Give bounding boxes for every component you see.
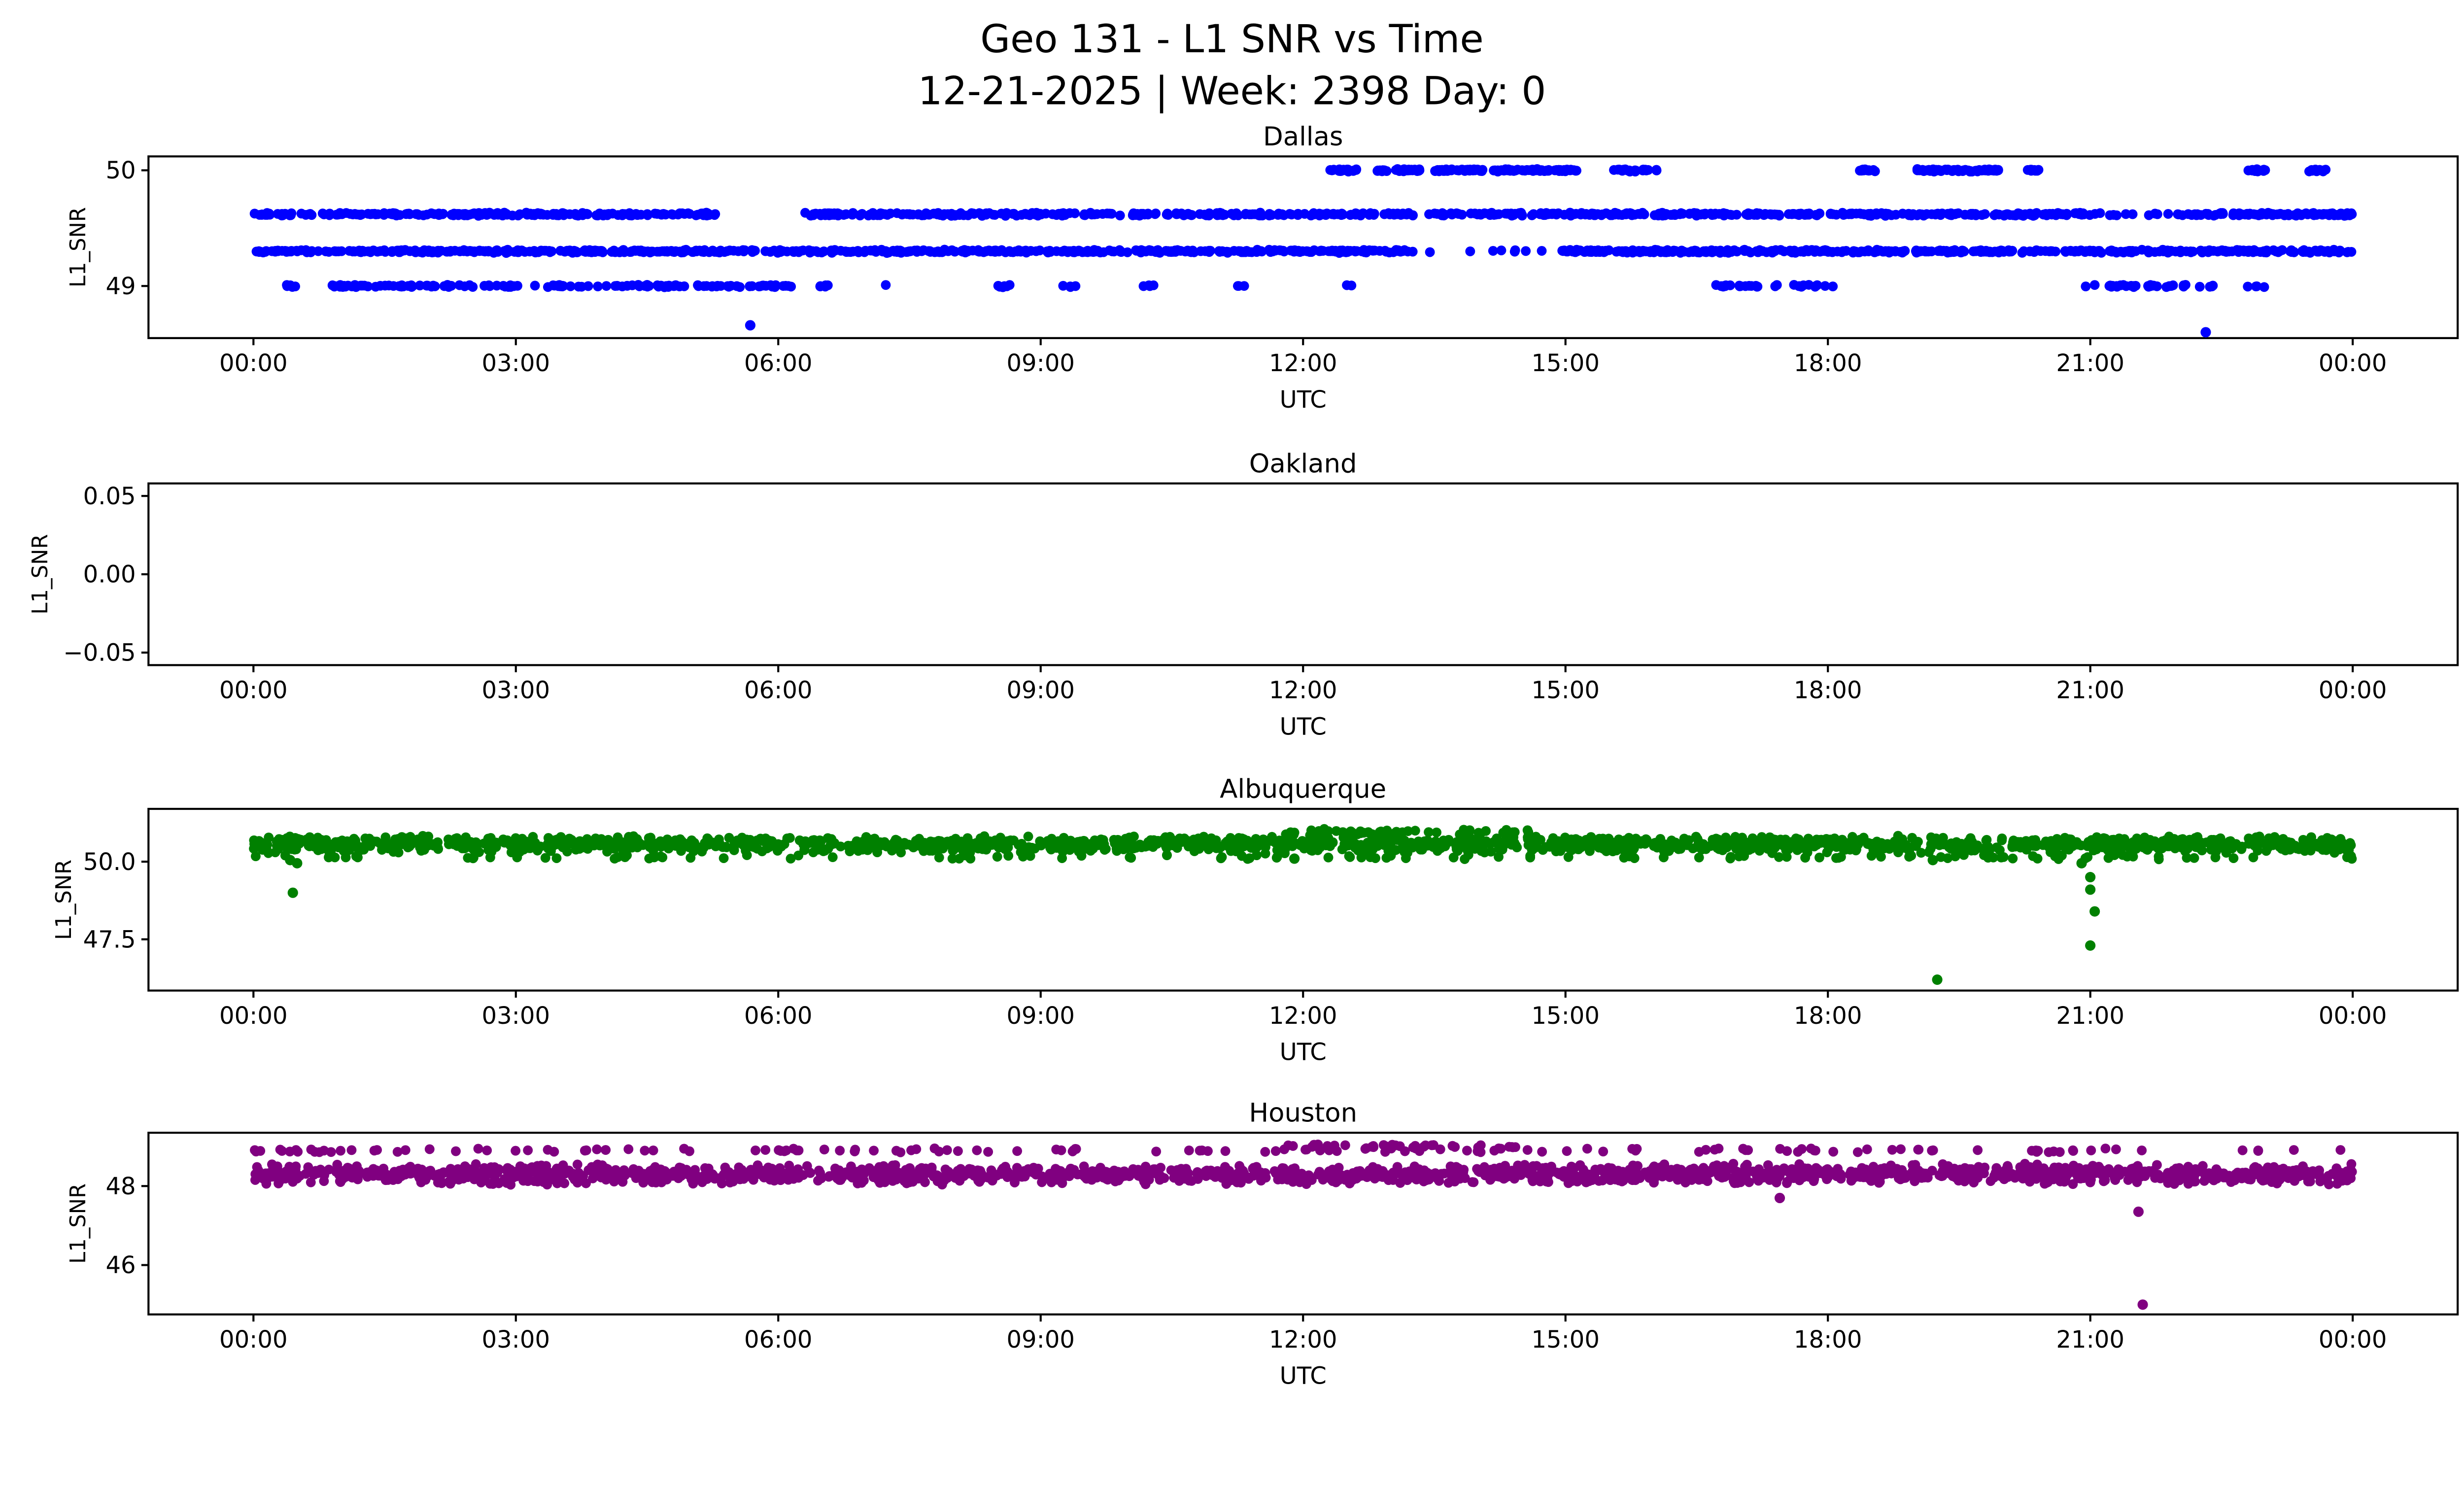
x-tick-label: 00:00: [219, 1326, 288, 1354]
x-tick-label: 00:00: [2319, 1002, 2387, 1030]
x-tick-label: 00:00: [219, 1002, 288, 1030]
y-tick-label: 49: [105, 273, 136, 300]
y-tick-label: 0.05: [83, 483, 136, 510]
x-tick-label: 03:00: [482, 1326, 550, 1354]
y-ticks: 46 48: [105, 1173, 149, 1279]
x-tick-label: 06:00: [744, 677, 813, 704]
chart-canvas: Geo 131 - L1 SNR vs Time 12-21-2025 | We…: [28, 16, 2459, 1390]
x-tick-label: 00:00: [219, 349, 288, 377]
chart-subtitle: 12-21-2025 | Week: 2398 Day: 0: [918, 69, 1546, 114]
x-tick-label: 12:00: [1269, 677, 1337, 704]
y-tick-label: 0.00: [83, 561, 136, 589]
y-tick-label: 47.5: [83, 926, 136, 953]
x-ticks: 00:00 03:00 06:00 09:00 12:00 15:00 18:00 21:00…: [219, 1314, 2387, 1354]
subplot-albuquerque: Albuquerque L1_SNR UTC 00:00 03:00 06:00 09…: [52, 774, 2459, 1066]
scatter-points: [250, 1139, 2357, 1310]
y-ticks: 49 50: [105, 157, 149, 300]
subplot-dallas: Dallas L1_SNR UTC 00:00 03:00 06:00 09:00 12…: [66, 122, 2459, 414]
x-tick-label: 03:00: [482, 677, 550, 704]
x-tick-label: 06:00: [744, 349, 813, 377]
x-tick-label: 09:00: [1006, 1002, 1075, 1030]
subplot-title-dallas: Dallas: [1263, 122, 1343, 152]
plot-area-houston: 00:00 03:00 06:00 09:00 12:00 15:00 18:00 21:00…: [105, 1139, 2387, 1354]
x-ticks: 00:00 03:00 06:00 09:00 12:00 15:00 18:00 21:00…: [219, 665, 2387, 704]
plot-area-dallas: 00:00 03:00 06:00 09:00 12:00 15:00 18:00 21:00…: [105, 157, 2387, 377]
x-axis-label: UTC: [1280, 386, 1327, 414]
x-axis-label: UTC: [1280, 1039, 1327, 1066]
axes-frame: [147, 482, 2459, 666]
subplot-oakland: Oakland L1_SNR UTC 00:00 03:00 06:00 09:00 1…: [28, 449, 2459, 740]
x-tick-label: 12:00: [1269, 1002, 1337, 1030]
x-axis-label: UTC: [1280, 713, 1327, 740]
x-tick-label: 00:00: [2319, 677, 2387, 704]
x-tick-label: 18:00: [1794, 1326, 1862, 1354]
x-tick-label: 09:00: [1006, 349, 1075, 377]
x-tick-label: 18:00: [1794, 677, 1862, 704]
x-tick-label: 06:00: [744, 1326, 813, 1354]
x-tick-label: 03:00: [482, 349, 550, 377]
x-ticks: 00:00 03:00 06:00 09:00 12:00 15:00 18:00 21:00…: [219, 990, 2387, 1030]
x-tick-label: 15:00: [1531, 349, 1600, 377]
x-tick-label: 09:00: [1006, 677, 1075, 704]
subplot-houston: Houston L1_SNR UTC 00:00 03:00 06:00 09:00 1…: [66, 1098, 2459, 1390]
x-tick-label: 09:00: [1006, 1326, 1075, 1354]
x-tick-label: 00:00: [2319, 1326, 2387, 1354]
x-tick-label: 21:00: [2056, 1326, 2124, 1354]
x-ticks: 00:00 03:00 06:00 09:00 12:00 15:00 18:00 21:00…: [219, 338, 2387, 377]
y-axis-label: L1_SNR: [28, 534, 53, 615]
y-tick-label: 48: [105, 1173, 136, 1200]
plot-area-oakland: 00:00 03:00 06:00 09:00 12:00 15:00 18:00 21:00…: [63, 483, 2387, 704]
chart-title: Geo 131 - L1 SNR vs Time: [980, 16, 1483, 62]
x-tick-label: 21:00: [2056, 677, 2124, 704]
y-axis-label: L1_SNR: [66, 1183, 91, 1264]
figure: Geo 131 - L1 SNR vs Time 12-21-2025 | We…: [28, 16, 2459, 1390]
scatter-points: [249, 164, 2357, 338]
y-ticks: −0.05 0.00 0.05: [63, 483, 149, 667]
plot-area-albuquerque: 00:00 03:00 06:00 09:00 12:00 15:00 18:00 21:00…: [83, 824, 2387, 1030]
x-axis-label: UTC: [1280, 1362, 1327, 1390]
x-tick-label: 18:00: [1794, 349, 1862, 377]
subplot-title-houston: Houston: [1249, 1098, 1357, 1128]
subplot-title-oakland: Oakland: [1249, 449, 1357, 479]
y-tick-label: 50.0: [83, 848, 136, 876]
y-tick-label: −0.05: [63, 639, 136, 667]
x-tick-label: 12:00: [1269, 349, 1337, 377]
y-axis-label: L1_SNR: [52, 860, 76, 940]
x-tick-label: 18:00: [1794, 1002, 1862, 1030]
subplot-title-albuquerque: Albuquerque: [1220, 774, 1386, 804]
x-tick-label: 06:00: [744, 1002, 813, 1030]
y-tick-label: 50: [105, 157, 136, 184]
y-axis-label: L1_SNR: [66, 207, 91, 287]
scatter-points: [249, 824, 2357, 985]
x-tick-label: 03:00: [482, 1002, 550, 1030]
axes-frame: [147, 1131, 2459, 1316]
x-tick-label: 15:00: [1531, 1326, 1600, 1354]
y-ticks: 47.5 50.0: [83, 848, 149, 953]
x-tick-label: 21:00: [2056, 349, 2124, 377]
x-tick-label: 15:00: [1531, 677, 1600, 704]
x-tick-label: 00:00: [2319, 349, 2387, 377]
y-tick-label: 46: [105, 1252, 136, 1279]
x-tick-label: 21:00: [2056, 1002, 2124, 1030]
x-tick-label: 15:00: [1531, 1002, 1600, 1030]
x-tick-label: 12:00: [1269, 1326, 1337, 1354]
x-tick-label: 00:00: [219, 677, 288, 704]
